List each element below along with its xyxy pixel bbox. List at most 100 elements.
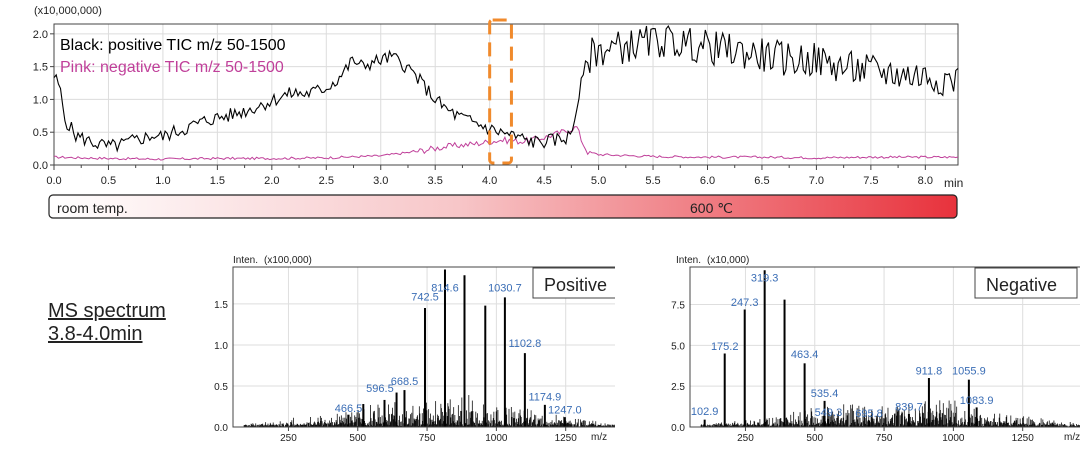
ms-neg-frame bbox=[689, 266, 1080, 428]
ms-negative-chart: Inten. (x10,000) 0.0 2.5 5.0 7.5 250 500 750 10… bbox=[671, 255, 1080, 444]
ms-spectrum-label: MS spectrum 3.8-4.0min bbox=[48, 300, 166, 346]
tic-x-tick-label: 4.5 bbox=[536, 175, 551, 187]
ms-pos-title-box bbox=[532, 267, 615, 299]
tic-plot-frame bbox=[53, 23, 959, 166]
tic-y-tick-label: 1.0 bbox=[33, 94, 48, 106]
ms-neg-title-box bbox=[974, 267, 1078, 299]
legend-positive: Black: positive TIC m/z 50-1500 bbox=[60, 37, 286, 54]
ms-pos-peak-label: 814.6 bbox=[431, 282, 459, 294]
ms-neg-x-tick-label: 500 bbox=[806, 433, 823, 444]
ms-pos-y-tick-label: 1.0 bbox=[214, 341, 228, 352]
ms-neg-peak-labels: 102.9 175.2 247.3 319.3 463.4 535.4 549.3 695.8… bbox=[691, 272, 994, 420]
tic-x-tick-label: 1.5 bbox=[210, 175, 225, 187]
ms-neg-x-tick-label: 1250 bbox=[1012, 433, 1035, 444]
ms-pos-x-axis: 250 500 750 1000 1250 bbox=[280, 427, 577, 444]
tic-x-tick-label: 6.0 bbox=[700, 175, 715, 187]
ms-neg-peak-label: 102.9 bbox=[691, 406, 719, 418]
tic-x-axis: 0.0 0.5 1.0 1.5 2.0 2.5 3.0 3.5 4.0 4.5 5.0 5.5 6.0 6… bbox=[46, 165, 933, 187]
tic-x-tick-label: 3.0 bbox=[373, 175, 388, 187]
tic-y-tick-label: 0.5 bbox=[33, 127, 48, 139]
ms-pos-title: Positive bbox=[544, 275, 607, 295]
ms-pos-ylabel: Inten. (x100,000) bbox=[233, 255, 312, 266]
ms-neg-ylabel: Inten. (x10,000) bbox=[676, 255, 749, 266]
legend-negative: Pink: negative TIC m/z 50-1500 bbox=[60, 59, 284, 76]
ms-pos-peak-label: 668.5 bbox=[391, 376, 419, 388]
tic-x-unit: min bbox=[944, 176, 963, 190]
ms-neg-peak-label: 175.2 bbox=[711, 341, 739, 353]
tic-x-tick-label: 0.0 bbox=[46, 175, 61, 187]
temp-end-label: 600 ℃ bbox=[690, 200, 733, 216]
tic-x-tick-label: 3.5 bbox=[428, 175, 443, 187]
ms-neg-peak-label: 535.4 bbox=[811, 388, 839, 400]
tic-axis-multiplier: (x10,000,000) bbox=[34, 5, 102, 17]
ms-neg-y-tick-label: 5.0 bbox=[671, 341, 685, 352]
ms-pos-peak-label: 466.5 bbox=[335, 403, 363, 415]
ms-neg-peak-label: 1055.9 bbox=[952, 365, 986, 377]
ms-neg-peaks bbox=[700, 270, 1080, 427]
ms-neg-y-tick-label: 0.0 bbox=[671, 423, 685, 434]
ms-neg-x-axis: 250 500 750 1000 1250 bbox=[737, 427, 1034, 444]
ms-neg-peak-label: 839.7 bbox=[895, 401, 923, 413]
ms-neg-peak-label: 463.4 bbox=[791, 349, 819, 361]
ms-pos-x-tick-label: 250 bbox=[280, 433, 297, 444]
tic-y-tick-label: 0.0 bbox=[33, 160, 48, 172]
tic-x-tick-label: 7.0 bbox=[809, 175, 824, 187]
ms-pos-y-tick-label: 1.5 bbox=[214, 300, 228, 311]
ms-pos-frame bbox=[232, 266, 615, 428]
tic-x-tick-label: 2.5 bbox=[319, 175, 334, 187]
ms-neg-title: Negative bbox=[986, 275, 1057, 295]
tic-x-tick-label: 6.5 bbox=[754, 175, 769, 187]
tic-x-tick-label: 5.0 bbox=[591, 175, 606, 187]
ms-neg-peak-label: 549.3 bbox=[815, 407, 843, 419]
ms-pos-peak-label: 1174.9 bbox=[528, 391, 561, 403]
ms-neg-peak-label: 319.3 bbox=[751, 272, 779, 284]
negative-tic-line bbox=[54, 126, 959, 161]
ms-pos-multiplier: (x100,000) bbox=[264, 255, 312, 266]
ms-neg-x-unit: m/z bbox=[1064, 432, 1080, 443]
tic-x-tick-label: 1.0 bbox=[155, 175, 170, 187]
ms-spectrum-label-line1: MS spectrum bbox=[48, 300, 166, 322]
ms-pos-peak-label: 1102.8 bbox=[508, 338, 541, 350]
tic-y-tick-label: 1.5 bbox=[33, 62, 48, 74]
ms-neg-y-axis: 0.0 2.5 5.0 7.5 bbox=[671, 301, 685, 434]
ms-pos-y-tick-label: 0.0 bbox=[214, 423, 228, 434]
positive-tic-line bbox=[53, 24, 959, 153]
ms-spectrum-label-line2: 3.8-4.0min bbox=[48, 323, 143, 345]
tic-y-tick-label: 2.0 bbox=[33, 29, 48, 41]
tic-x-tick-label: 4.0 bbox=[482, 175, 497, 187]
ms-positive-chart: Inten. (x100,000) 0.0 0.5 1.0 1.5 250 500 750 1… bbox=[214, 255, 615, 444]
tic-x-tick-label: 5.5 bbox=[645, 175, 660, 187]
ms-pos-peak-label: 1030.7 bbox=[488, 282, 522, 294]
ms-neg-y-tick-label: 2.5 bbox=[671, 382, 685, 393]
ms-neg-peak-label: 1083.9 bbox=[960, 395, 994, 407]
ms-neg-x-tick-label: 1000 bbox=[942, 433, 965, 444]
tic-x-tick-label: 8.0 bbox=[918, 175, 933, 187]
ms-pos-x-tick-label: 750 bbox=[419, 433, 436, 444]
ms-neg-multiplier: (x10,000) bbox=[707, 255, 749, 266]
ms-pos-peak-label: 1247.0 bbox=[548, 405, 582, 417]
ms-pos-x-tick-label: 1000 bbox=[485, 433, 508, 444]
temp-start-label: room temp. bbox=[57, 200, 128, 216]
time-window-highlight bbox=[488, 18, 513, 165]
ms-neg-peak-label: 247.3 bbox=[731, 297, 759, 309]
tic-x-tick-label: 2.0 bbox=[264, 175, 279, 187]
ms-pos-y-axis: 0.0 0.5 1.0 1.5 bbox=[214, 300, 228, 434]
tic-y-axis: 0.0 0.5 1.0 1.5 2.0 bbox=[33, 29, 54, 172]
tic-chart: (x10,000,000) 0.0 0.5 1.0 1.5 2.0 0.0 0.5 1.0 1… bbox=[33, 5, 964, 190]
temperature-gradient bbox=[48, 194, 958, 219]
ms-neg-x-tick-label: 750 bbox=[876, 433, 893, 444]
ms-neg-y-tick-label: 7.5 bbox=[671, 301, 685, 312]
ms-pos-x-tick-label: 1250 bbox=[555, 433, 578, 444]
tic-x-tick-label: 0.5 bbox=[101, 175, 116, 187]
ms-pos-x-unit: m/z bbox=[591, 432, 607, 443]
temperature-bar: room temp. 600 ℃ bbox=[48, 194, 958, 219]
ms-neg-peak-label: 911.8 bbox=[916, 365, 943, 377]
ms-pos-x-tick-label: 500 bbox=[349, 433, 366, 444]
ms-neg-peak-label: 695.8 bbox=[855, 408, 883, 420]
ms-pos-y-tick-label: 0.5 bbox=[214, 382, 228, 393]
tic-x-tick-label: 7.5 bbox=[863, 175, 878, 187]
ms-pos-inten: Inten. bbox=[233, 255, 258, 266]
ms-pos-peak-label: 596.5 bbox=[366, 383, 394, 395]
ms-neg-inten: Inten. bbox=[676, 255, 701, 266]
